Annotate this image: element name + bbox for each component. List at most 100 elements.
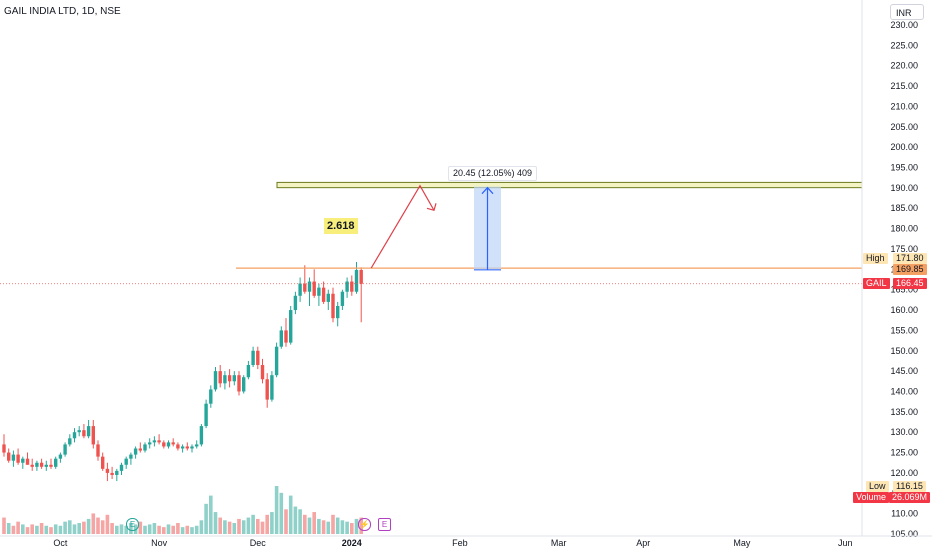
- volume-bar: [204, 503, 208, 534]
- candle-body: [171, 442, 175, 445]
- volume-bar: [293, 506, 298, 534]
- price-tick-label: 165.00: [890, 285, 918, 295]
- time-axis: OctNovDec2024FebMarAprMayJunJul: [0, 535, 932, 548]
- volume-bar: [256, 518, 260, 534]
- volume-bar: [227, 521, 232, 534]
- price-tick-label: 190.00: [890, 183, 918, 193]
- volume-bar: [143, 525, 147, 534]
- volume-bar: [241, 520, 246, 534]
- price-tick-label: 230.00: [890, 20, 918, 30]
- volume-bar: [157, 525, 161, 534]
- volume-bar: [321, 520, 326, 534]
- candle-body: [270, 375, 274, 400]
- volume-bar: [350, 523, 354, 534]
- volume-bar: [63, 521, 67, 534]
- price-tick-label: 130.00: [890, 427, 918, 437]
- candle-body: [133, 448, 138, 455]
- high-text-badge: High: [863, 253, 888, 264]
- candle-body: [237, 375, 241, 392]
- volume-bar: [335, 517, 340, 534]
- volume-bar: [246, 517, 251, 534]
- candle-body: [340, 291, 345, 306]
- volume-bar: [91, 513, 96, 534]
- volume-bar: [105, 514, 110, 534]
- candlesticks: [2, 261, 363, 482]
- volume-bar: [35, 525, 39, 534]
- candle-body: [180, 446, 185, 449]
- target-zone: [276, 181, 863, 189]
- candle-body: [30, 464, 34, 467]
- candle-body: [176, 444, 180, 449]
- candle-body: [209, 389, 213, 404]
- candle-body: [274, 346, 279, 376]
- split-icon[interactable]: ⚡: [358, 518, 371, 531]
- volume-bar: [6, 523, 11, 534]
- drawings: [0, 181, 863, 285]
- volume-bar: [270, 512, 274, 534]
- volume-bar: [194, 525, 199, 534]
- candle-body: [213, 371, 218, 390]
- volume-bar: [110, 523, 114, 534]
- candle-body: [86, 426, 91, 437]
- low-text-badge: Low: [866, 481, 889, 492]
- volume-text-badge: Volume: [853, 492, 890, 503]
- volume-bar: [307, 517, 312, 534]
- candle-body: [148, 442, 152, 445]
- projection-arrow: [370, 184, 435, 269]
- volume-bar: [53, 524, 58, 534]
- candle-body: [152, 440, 157, 443]
- candle-body: [331, 293, 335, 319]
- dividend-icon[interactable]: E: [378, 518, 391, 531]
- candle-body: [25, 458, 30, 465]
- symbol-badge: GAIL: [863, 278, 890, 289]
- candle-body: [91, 426, 95, 445]
- volume-bar: [147, 524, 152, 534]
- candle-body: [115, 470, 119, 475]
- volume-bar: [298, 509, 302, 534]
- candle-body: [58, 454, 63, 459]
- earnings-icon[interactable]: E: [126, 518, 139, 531]
- volume-bar: [2, 517, 6, 534]
- candle-body: [49, 464, 53, 467]
- volume-bar: [274, 486, 279, 534]
- volume-bar: [317, 518, 321, 534]
- volume-bar: [44, 525, 49, 534]
- candle-body: [359, 269, 363, 284]
- volume-bar: [25, 527, 30, 534]
- candle-body: [260, 365, 265, 380]
- volume-bar: [39, 523, 44, 534]
- currency-button[interactable]: INR: [890, 4, 924, 20]
- fib-extension-label: 2.618: [324, 218, 358, 234]
- price-tick-label: 195.00: [890, 163, 918, 173]
- price-tick-label: 180.00: [890, 224, 918, 234]
- price-tick-label: 120.00: [890, 468, 918, 478]
- volume-bar: [166, 524, 171, 534]
- low-value-badge: 116.15: [893, 481, 926, 492]
- candle-body: [326, 293, 330, 302]
- volume-bar: [354, 518, 359, 534]
- price-tick-label: 175.00: [890, 244, 918, 254]
- projection-arrow-head: [426, 203, 437, 212]
- volume-bars: [2, 486, 363, 534]
- price-tick-label: 110.00: [891, 509, 918, 519]
- candle-body: [68, 438, 72, 445]
- candle-body: [96, 444, 100, 457]
- volume-bar: [199, 520, 204, 534]
- candle-body: [124, 458, 128, 465]
- volume-bar: [49, 527, 53, 534]
- time-tick-label: Oct: [53, 538, 68, 548]
- volume-value-badge: 26.069M: [889, 492, 931, 503]
- candle-body: [11, 454, 16, 461]
- candle-body: [232, 375, 236, 382]
- candle-body: [129, 454, 133, 459]
- time-tick-label: 2024: [342, 538, 362, 548]
- volume-bar: [326, 521, 331, 534]
- volume-bar: [209, 495, 213, 534]
- candle-body: [227, 375, 232, 382]
- candle-body: [190, 446, 194, 449]
- volume-bar: [100, 520, 105, 534]
- volume-bar: [279, 492, 284, 534]
- candle-body: [256, 350, 260, 366]
